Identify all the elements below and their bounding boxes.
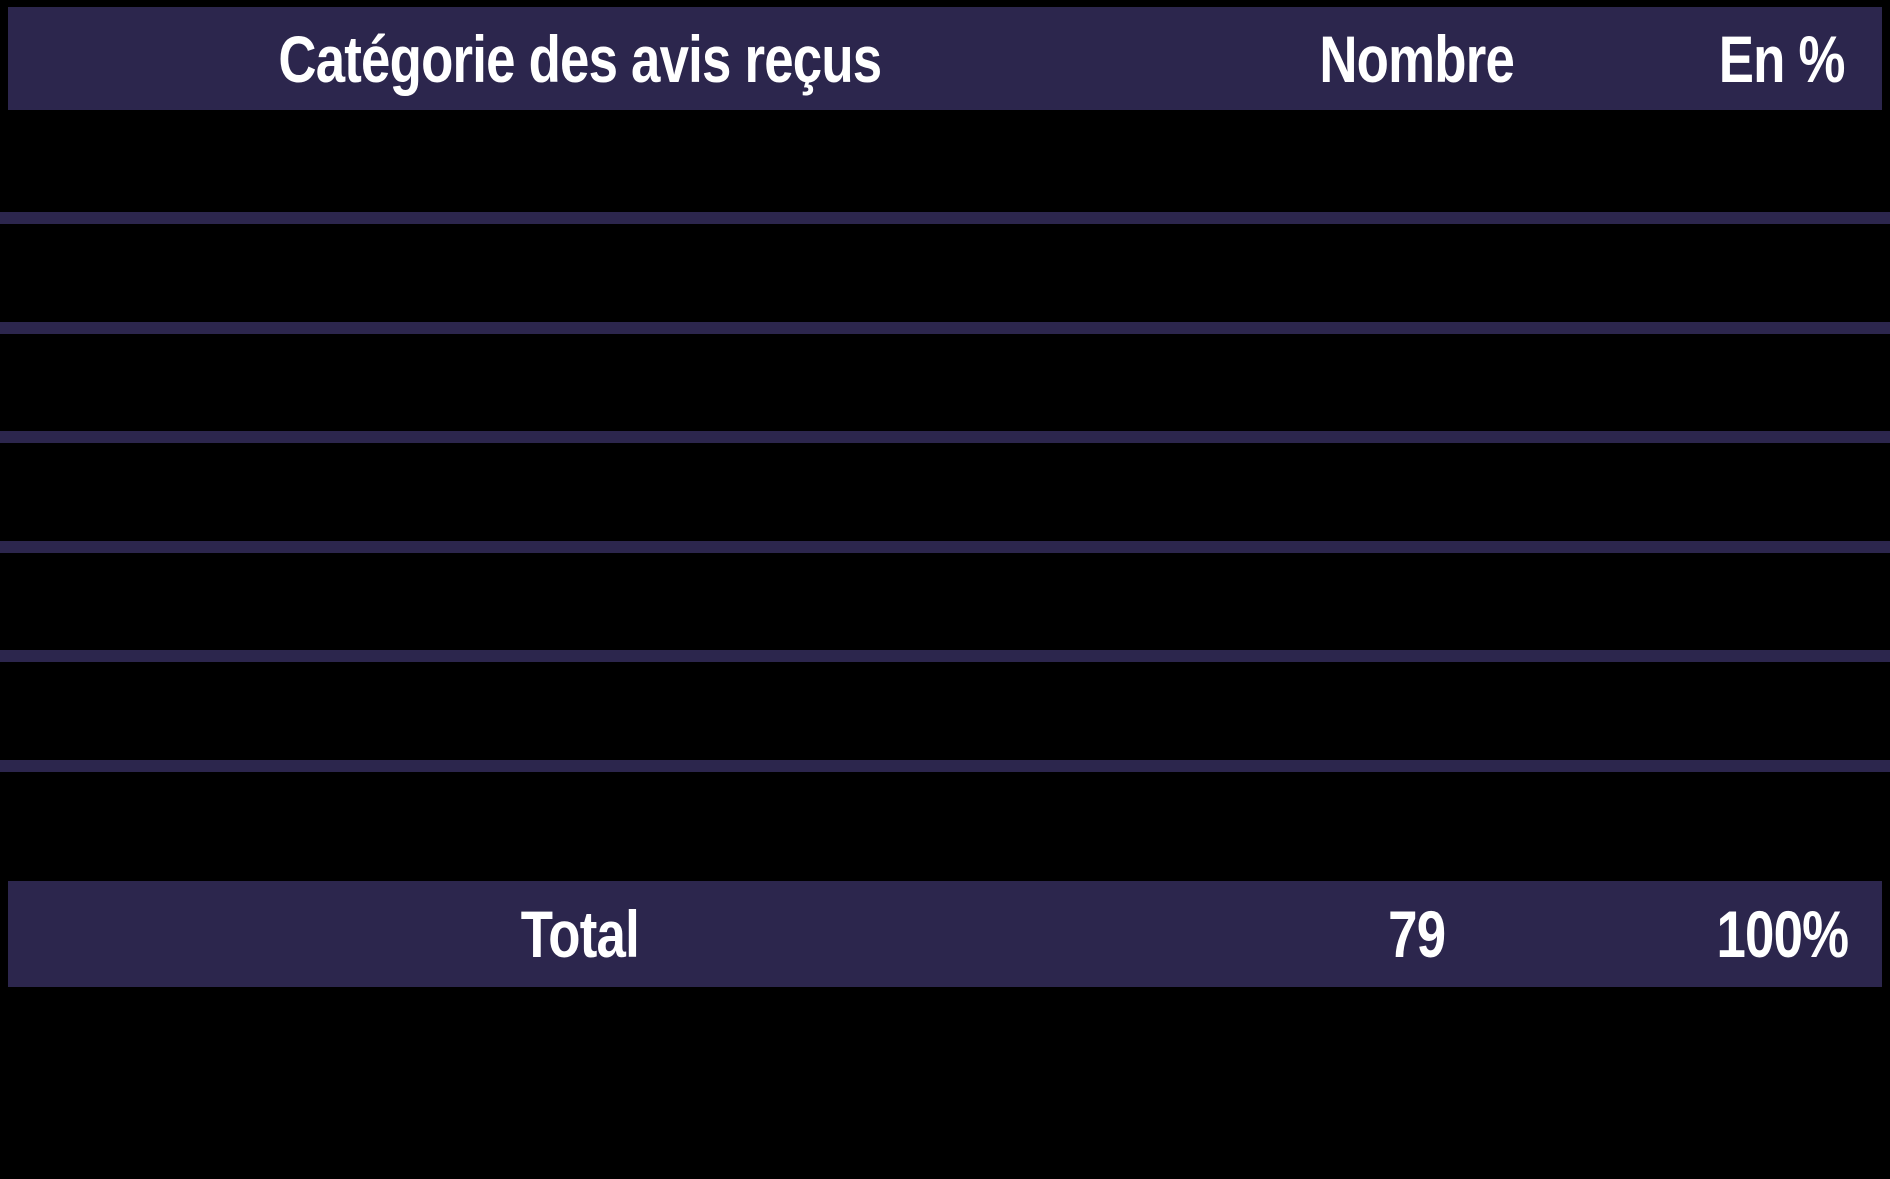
row-cell-category [8,678,1152,744]
row-cell-count [1152,350,1682,416]
table-header-row: Catégorie des avis reçus Nombre En % [8,7,1882,110]
table-row [8,334,1882,431]
total-cell-count: 79 [1152,901,1682,967]
table-row [8,662,1882,760]
row-cell-percent [1682,240,1882,306]
row-cell-percent [1682,350,1882,416]
row-cell-category [8,128,1152,194]
header-category-label: Catégorie des avis reçus [278,21,882,96]
row-cell-count [1152,678,1682,744]
row-separator [0,541,1890,553]
row-cell-percent [1682,794,1882,860]
row-separator [0,431,1890,443]
table-row [8,110,1882,212]
row-cell-count [1152,459,1682,525]
row-cell-count [1152,128,1682,194]
row-cell-count [1152,569,1682,635]
header-cell-count: Nombre [1152,26,1682,92]
header-count-label: Nombre [1319,21,1516,96]
row-cell-category [8,459,1152,525]
total-percent-value: 100% [1716,897,1849,971]
row-cell-category [8,794,1152,860]
table-row [8,443,1882,541]
row-cell-percent [1682,569,1882,635]
header-percent-label: En % [1719,21,1846,96]
table-row [8,224,1882,322]
header-cell-percent: En % [1682,26,1882,92]
table-total-row: Total 79 100% [8,881,1882,987]
row-cell-count [1152,240,1682,306]
header-cell-category: Catégorie des avis reçus [8,26,1152,92]
row-cell-percent [1682,128,1882,194]
row-separator [0,760,1890,772]
row-cell-category [8,569,1152,635]
row-cell-percent [1682,459,1882,525]
row-separator [0,650,1890,662]
row-cell-category [8,240,1152,306]
row-separator [0,212,1890,224]
table-row [8,553,1882,650]
table-row [8,772,1882,881]
row-cell-count [1152,794,1682,860]
row-separator [0,322,1890,334]
row-cell-percent [1682,678,1882,744]
total-cell-percent: 100% [1682,901,1882,967]
row-cell-category [8,350,1152,416]
total-label: Total [520,897,640,971]
total-count-value: 79 [1388,897,1446,971]
total-cell-label: Total [8,901,1152,967]
